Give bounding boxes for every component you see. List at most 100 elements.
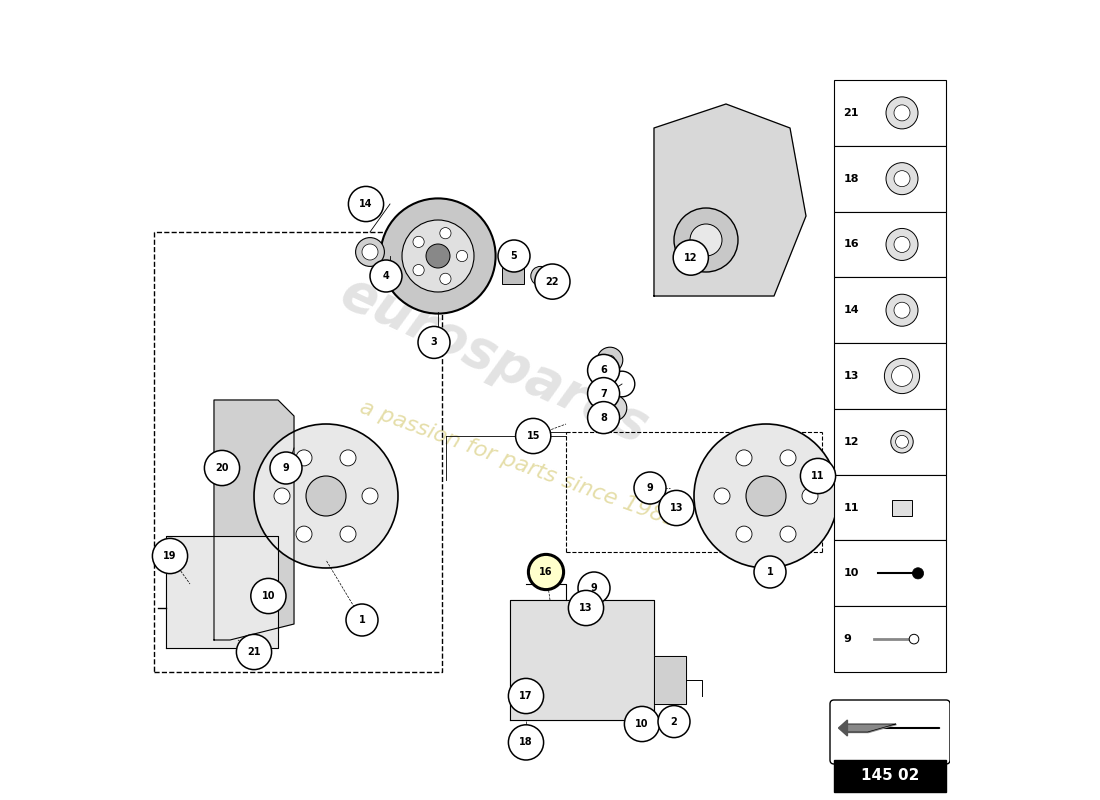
Circle shape: [402, 220, 474, 292]
FancyBboxPatch shape: [830, 700, 950, 764]
Circle shape: [296, 450, 312, 466]
Text: 15: 15: [527, 431, 540, 441]
Polygon shape: [654, 104, 806, 296]
Text: 13: 13: [670, 503, 683, 513]
Circle shape: [886, 229, 918, 261]
Bar: [834, 146, 946, 211]
Circle shape: [894, 170, 910, 186]
Circle shape: [780, 526, 796, 542]
Text: 22: 22: [546, 277, 559, 286]
Text: 9: 9: [647, 483, 653, 493]
Polygon shape: [510, 600, 654, 720]
Bar: [892, 499, 912, 515]
Circle shape: [892, 366, 912, 386]
Polygon shape: [214, 400, 294, 640]
Text: 20: 20: [216, 463, 229, 473]
Circle shape: [736, 526, 752, 542]
Circle shape: [508, 678, 543, 714]
Circle shape: [456, 250, 468, 262]
Text: 17: 17: [519, 691, 532, 701]
Circle shape: [296, 526, 312, 542]
Circle shape: [625, 706, 660, 742]
Bar: [834, 474, 946, 541]
Circle shape: [355, 238, 384, 266]
Circle shape: [535, 264, 570, 299]
Circle shape: [381, 198, 496, 314]
Text: 7: 7: [601, 389, 607, 398]
Circle shape: [346, 604, 378, 636]
Text: 10: 10: [636, 719, 649, 729]
Circle shape: [569, 590, 604, 626]
Text: a passion for parts since 1985: a passion for parts since 1985: [356, 397, 680, 531]
Polygon shape: [838, 720, 847, 736]
Text: 13: 13: [844, 371, 859, 381]
Circle shape: [910, 634, 918, 644]
Circle shape: [801, 458, 836, 494]
Circle shape: [886, 162, 918, 194]
Text: 8: 8: [601, 413, 607, 422]
Circle shape: [884, 358, 920, 394]
Circle shape: [602, 395, 627, 421]
Text: 5: 5: [510, 251, 517, 261]
Circle shape: [251, 578, 286, 614]
Circle shape: [412, 265, 425, 276]
Circle shape: [658, 706, 690, 738]
Polygon shape: [847, 724, 895, 732]
Text: 11: 11: [844, 502, 859, 513]
Circle shape: [426, 244, 450, 268]
Circle shape: [528, 554, 563, 590]
Text: 3: 3: [430, 338, 438, 347]
Text: 9: 9: [844, 634, 851, 644]
Circle shape: [370, 260, 402, 292]
Circle shape: [894, 237, 910, 253]
Circle shape: [754, 556, 786, 588]
Polygon shape: [166, 536, 278, 648]
Circle shape: [886, 97, 918, 129]
Text: 1: 1: [359, 615, 365, 625]
Circle shape: [274, 488, 290, 504]
Text: 14: 14: [360, 199, 373, 209]
Text: 9: 9: [283, 463, 289, 473]
Circle shape: [340, 526, 356, 542]
Circle shape: [236, 634, 272, 670]
Bar: [834, 606, 946, 672]
Text: 12: 12: [844, 437, 859, 446]
Bar: [834, 541, 946, 606]
Circle shape: [780, 450, 796, 466]
Circle shape: [412, 236, 425, 247]
Text: 21: 21: [844, 108, 859, 118]
Circle shape: [418, 326, 450, 358]
Circle shape: [306, 476, 346, 516]
Text: 12: 12: [684, 253, 697, 262]
Circle shape: [659, 490, 694, 526]
Circle shape: [440, 274, 451, 285]
Circle shape: [270, 452, 302, 484]
Circle shape: [746, 476, 786, 516]
Text: 18: 18: [519, 738, 532, 747]
Bar: [834, 760, 946, 792]
Circle shape: [886, 294, 918, 326]
Text: eurospares: eurospares: [332, 266, 656, 454]
Bar: [834, 80, 946, 146]
Circle shape: [891, 430, 913, 453]
Text: 10: 10: [262, 591, 275, 601]
Circle shape: [597, 347, 623, 373]
Circle shape: [587, 402, 619, 434]
Circle shape: [895, 435, 909, 448]
Text: 6: 6: [601, 366, 607, 375]
Text: 11: 11: [812, 471, 825, 481]
Text: 4: 4: [383, 271, 389, 281]
Circle shape: [673, 240, 708, 275]
Circle shape: [634, 472, 665, 504]
Circle shape: [587, 354, 619, 386]
Circle shape: [802, 488, 818, 504]
Circle shape: [690, 224, 722, 256]
Bar: [502, 268, 525, 284]
Circle shape: [440, 227, 451, 238]
Circle shape: [508, 725, 543, 760]
Bar: [834, 409, 946, 474]
Circle shape: [674, 208, 738, 272]
Text: 9: 9: [591, 583, 597, 593]
Circle shape: [736, 450, 752, 466]
Bar: [834, 211, 946, 278]
